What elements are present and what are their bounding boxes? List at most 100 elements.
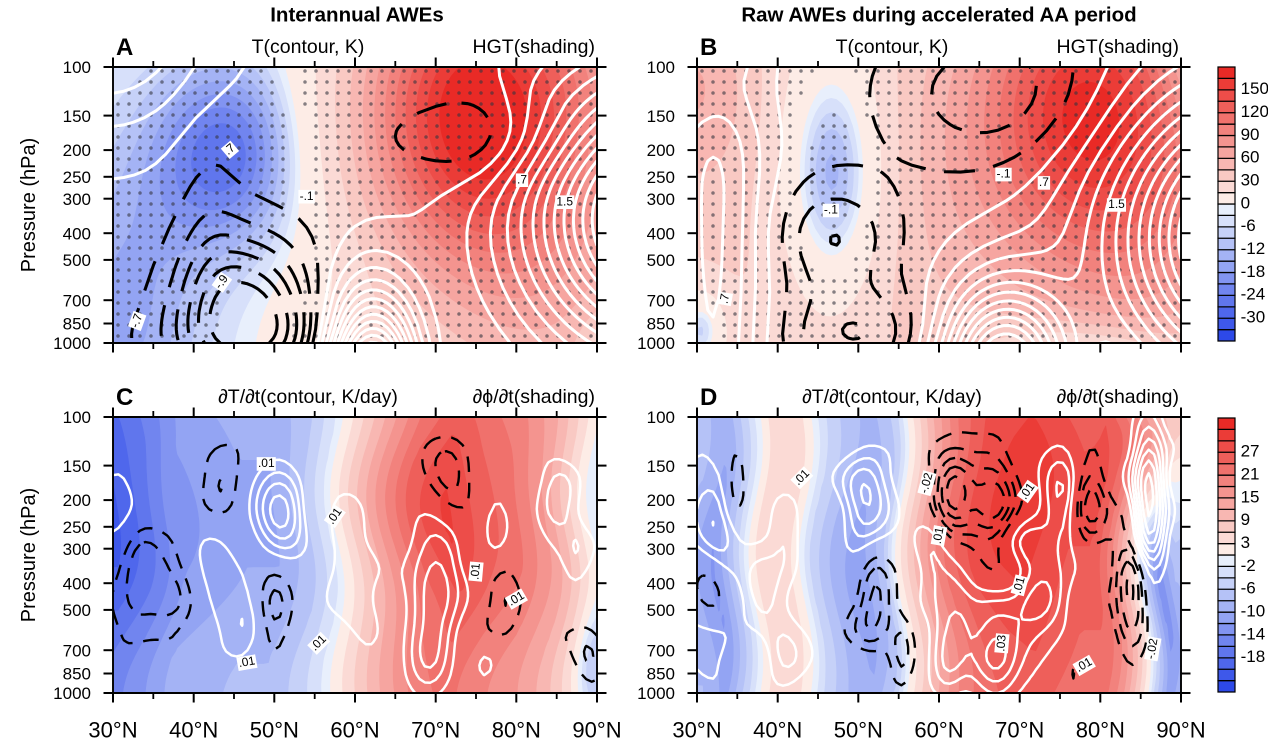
svg-text:-2: -2 bbox=[1241, 556, 1256, 575]
svg-text:700: 700 bbox=[63, 291, 91, 310]
svg-text:150: 150 bbox=[647, 107, 675, 126]
svg-text:-18: -18 bbox=[1241, 647, 1266, 666]
svg-text:30: 30 bbox=[1241, 171, 1260, 190]
svg-text:80°N: 80°N bbox=[492, 717, 541, 741]
svg-text:400: 400 bbox=[63, 574, 91, 593]
svg-text:-6: -6 bbox=[1241, 579, 1256, 598]
svg-text:500: 500 bbox=[647, 251, 675, 270]
svg-text:30°N: 30°N bbox=[88, 717, 137, 741]
svg-text:.01: .01 bbox=[258, 456, 275, 470]
svg-text:-.02: -.02 bbox=[917, 471, 936, 495]
svg-text:250: 250 bbox=[63, 168, 91, 187]
svg-text:50°N: 50°N bbox=[250, 717, 299, 741]
svg-text:70°N: 70°N bbox=[995, 717, 1044, 741]
svg-text:850: 850 bbox=[647, 315, 675, 334]
svg-text:100: 100 bbox=[63, 408, 91, 427]
svg-text:-.7: -.7 bbox=[127, 311, 145, 329]
svg-text:D: D bbox=[700, 384, 717, 411]
svg-text:Pressure (hPa): Pressure (hPa) bbox=[18, 488, 40, 623]
svg-text:30°N: 30°N bbox=[672, 717, 721, 741]
svg-text:60°N: 60°N bbox=[914, 717, 963, 741]
svg-text:300: 300 bbox=[647, 540, 675, 559]
svg-text:-.1: -.1 bbox=[824, 203, 838, 217]
svg-text:1000: 1000 bbox=[637, 684, 675, 703]
svg-text:200: 200 bbox=[647, 491, 675, 510]
svg-text:60: 60 bbox=[1241, 148, 1260, 167]
svg-text:100: 100 bbox=[647, 408, 675, 427]
svg-text:300: 300 bbox=[63, 190, 91, 209]
svg-text:200: 200 bbox=[63, 141, 91, 160]
svg-text:.03: .03 bbox=[993, 634, 1008, 652]
svg-text:150: 150 bbox=[647, 457, 675, 476]
svg-text:∂T/∂t(contour, K/day): ∂T/∂t(contour, K/day) bbox=[218, 386, 398, 408]
svg-text:700: 700 bbox=[63, 641, 91, 660]
svg-text:HGT(shading): HGT(shading) bbox=[1057, 36, 1179, 58]
svg-text:500: 500 bbox=[63, 251, 91, 270]
svg-text:C: C bbox=[116, 384, 133, 411]
svg-text:21: 21 bbox=[1241, 465, 1260, 484]
svg-text:850: 850 bbox=[63, 315, 91, 334]
svg-text:500: 500 bbox=[647, 601, 675, 620]
svg-text:150: 150 bbox=[1241, 79, 1268, 98]
svg-text:400: 400 bbox=[647, 574, 675, 593]
svg-text:.01: .01 bbox=[930, 526, 947, 545]
svg-text:∂ϕ/∂t(shading): ∂ϕ/∂t(shading) bbox=[473, 386, 595, 408]
svg-text:-.1: -.1 bbox=[300, 189, 314, 203]
svg-text:250: 250 bbox=[647, 518, 675, 537]
svg-text:300: 300 bbox=[63, 540, 91, 559]
svg-text:40°N: 40°N bbox=[753, 717, 802, 741]
svg-text:80°N: 80°N bbox=[1076, 717, 1125, 741]
svg-text:1000: 1000 bbox=[53, 684, 91, 703]
svg-text:9: 9 bbox=[1241, 510, 1250, 529]
svg-text:120: 120 bbox=[1241, 102, 1268, 121]
svg-text:200: 200 bbox=[647, 141, 675, 160]
svg-text:100: 100 bbox=[63, 58, 91, 77]
svg-text:Raw AWEs during accelerated AA: Raw AWEs during accelerated AA period bbox=[741, 4, 1136, 27]
svg-text:250: 250 bbox=[647, 168, 675, 187]
svg-text:300: 300 bbox=[647, 190, 675, 209]
svg-text:1000: 1000 bbox=[53, 334, 91, 353]
svg-text:.01: .01 bbox=[237, 653, 256, 670]
svg-text:100: 100 bbox=[647, 58, 675, 77]
svg-text:1000: 1000 bbox=[637, 334, 675, 353]
svg-text:.7: .7 bbox=[517, 172, 527, 186]
svg-text:150: 150 bbox=[63, 107, 91, 126]
svg-text:∂T/∂t(contour, K/day): ∂T/∂t(contour, K/day) bbox=[802, 386, 982, 408]
svg-text:-24: -24 bbox=[1241, 285, 1266, 304]
svg-text:70°N: 70°N bbox=[411, 717, 460, 741]
svg-text:-.02: -.02 bbox=[1143, 637, 1160, 660]
svg-text:500: 500 bbox=[63, 601, 91, 620]
svg-text:.01: .01 bbox=[467, 562, 482, 580]
svg-text:400: 400 bbox=[647, 224, 675, 243]
svg-text:90: 90 bbox=[1241, 125, 1260, 144]
svg-text:40°N: 40°N bbox=[169, 717, 218, 741]
svg-text:HGT(shading): HGT(shading) bbox=[473, 36, 595, 58]
svg-text:850: 850 bbox=[647, 665, 675, 684]
svg-text:1.5: 1.5 bbox=[556, 194, 573, 208]
svg-text:15: 15 bbox=[1241, 487, 1260, 506]
svg-text:-18: -18 bbox=[1241, 262, 1266, 281]
svg-text:-10: -10 bbox=[1241, 602, 1266, 621]
svg-text:27: 27 bbox=[1241, 442, 1260, 461]
svg-text:A: A bbox=[116, 34, 133, 61]
svg-text:90°N: 90°N bbox=[1156, 717, 1205, 741]
svg-text:50°N: 50°N bbox=[834, 717, 883, 741]
svg-text:0: 0 bbox=[1241, 193, 1250, 212]
svg-text:-6: -6 bbox=[1241, 216, 1256, 235]
svg-text:∂ϕ/∂t(shading): ∂ϕ/∂t(shading) bbox=[1057, 386, 1179, 408]
svg-text:.7: .7 bbox=[717, 292, 733, 305]
svg-text:850: 850 bbox=[63, 665, 91, 684]
svg-text:700: 700 bbox=[647, 291, 675, 310]
svg-text:-30: -30 bbox=[1241, 308, 1266, 327]
svg-text:1.5: 1.5 bbox=[1108, 197, 1125, 211]
svg-text:3: 3 bbox=[1241, 533, 1250, 552]
svg-text:-12: -12 bbox=[1241, 239, 1266, 258]
svg-text:Interannual AWEs: Interannual AWEs bbox=[270, 4, 444, 27]
svg-text:400: 400 bbox=[63, 224, 91, 243]
svg-text:90°N: 90°N bbox=[572, 717, 621, 741]
svg-text:700: 700 bbox=[647, 641, 675, 660]
svg-text:Pressure (hPa): Pressure (hPa) bbox=[18, 138, 40, 273]
svg-text:200: 200 bbox=[63, 491, 91, 510]
svg-text:.01: .01 bbox=[1010, 575, 1028, 595]
svg-text:T(contour, K): T(contour, K) bbox=[252, 36, 365, 58]
